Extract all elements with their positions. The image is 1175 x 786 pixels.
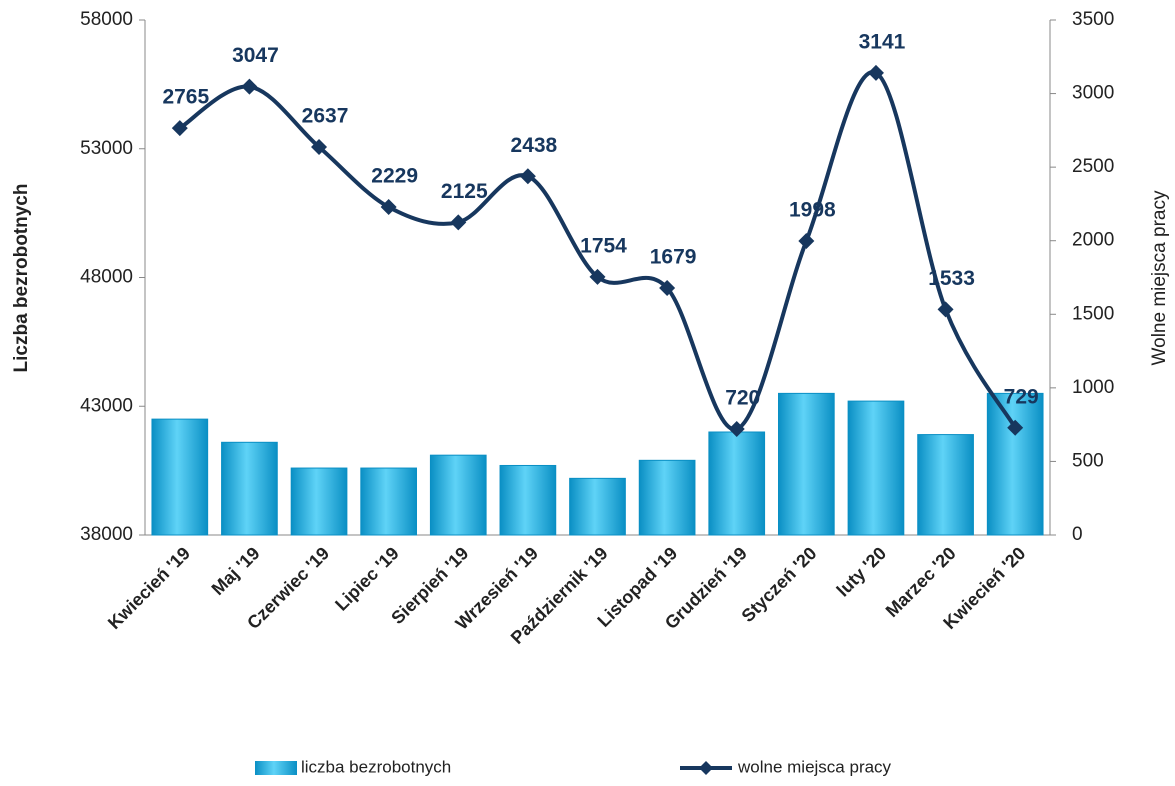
value-label: 2637 [302, 105, 349, 128]
marker [241, 78, 258, 95]
value-label: 1679 [650, 245, 697, 268]
y-tick-label: 53000 [80, 138, 133, 159]
marker [867, 64, 884, 81]
y-axis-title: Liczba bezrobotnych [11, 184, 32, 373]
x-tick-label: Styczeń '20 [738, 543, 821, 626]
legend-swatch [255, 761, 297, 775]
y2-tick-label: 3500 [1072, 9, 1114, 30]
y2-tick-label: 500 [1072, 450, 1104, 471]
marker [450, 214, 467, 231]
y-tick-label: 48000 [80, 267, 133, 288]
y2-tick-label: 1500 [1072, 303, 1114, 324]
bar [429, 454, 487, 536]
marker [728, 421, 745, 438]
x-tick-label: Maj '19 [208, 543, 264, 599]
value-label: 720 [725, 387, 760, 410]
y-tick-label: 43000 [80, 395, 133, 416]
y2-tick-label: 3000 [1072, 83, 1114, 104]
marker [659, 279, 676, 296]
marker [519, 168, 536, 185]
x-tick-label: luty '20 [833, 543, 890, 600]
y2-tick-label: 1000 [1072, 377, 1114, 398]
marker [1007, 419, 1024, 436]
value-label: 1533 [928, 267, 975, 290]
legend-label: wolne miejsca pracy [737, 757, 892, 776]
bar [569, 477, 626, 536]
legend-label: liczba bezrobotnych [301, 757, 451, 776]
x-tick-label: Lipiec '19 [331, 543, 403, 615]
bar [917, 434, 974, 536]
y2-axis-title: Wolne miejsca pracy [1149, 190, 1170, 365]
value-label: 1998 [789, 199, 836, 222]
value-label: 3047 [232, 44, 279, 67]
marker [380, 199, 397, 216]
bar [778, 392, 835, 536]
bar [847, 400, 905, 536]
value-label: 2438 [511, 134, 558, 157]
value-label: 3141 [859, 30, 906, 53]
value-label: 729 [1004, 385, 1039, 408]
y2-tick-label: 2500 [1072, 156, 1114, 177]
legend-marker [699, 761, 713, 775]
bar [151, 418, 209, 536]
y-tick-label: 38000 [80, 524, 133, 545]
value-label: 1754 [580, 234, 627, 257]
bar [290, 467, 348, 536]
value-label: 2765 [162, 86, 209, 109]
bar [221, 441, 278, 536]
value-label: 2125 [441, 180, 488, 203]
marker [589, 268, 606, 285]
marker [171, 120, 188, 137]
bar [360, 467, 417, 536]
marker [311, 138, 328, 155]
marker [937, 301, 954, 318]
x-tick-label: Kwiecień '19 [104, 543, 194, 633]
marker [798, 233, 815, 250]
y2-tick-label: 2000 [1072, 230, 1114, 251]
bar [986, 392, 1044, 536]
bar [499, 464, 557, 536]
value-label: 2229 [371, 165, 418, 188]
y2-tick-label: 0 [1072, 524, 1083, 545]
bar [708, 431, 766, 536]
line [178, 70, 1017, 432]
y-tick-label: 58000 [80, 9, 133, 30]
bar [638, 459, 696, 536]
